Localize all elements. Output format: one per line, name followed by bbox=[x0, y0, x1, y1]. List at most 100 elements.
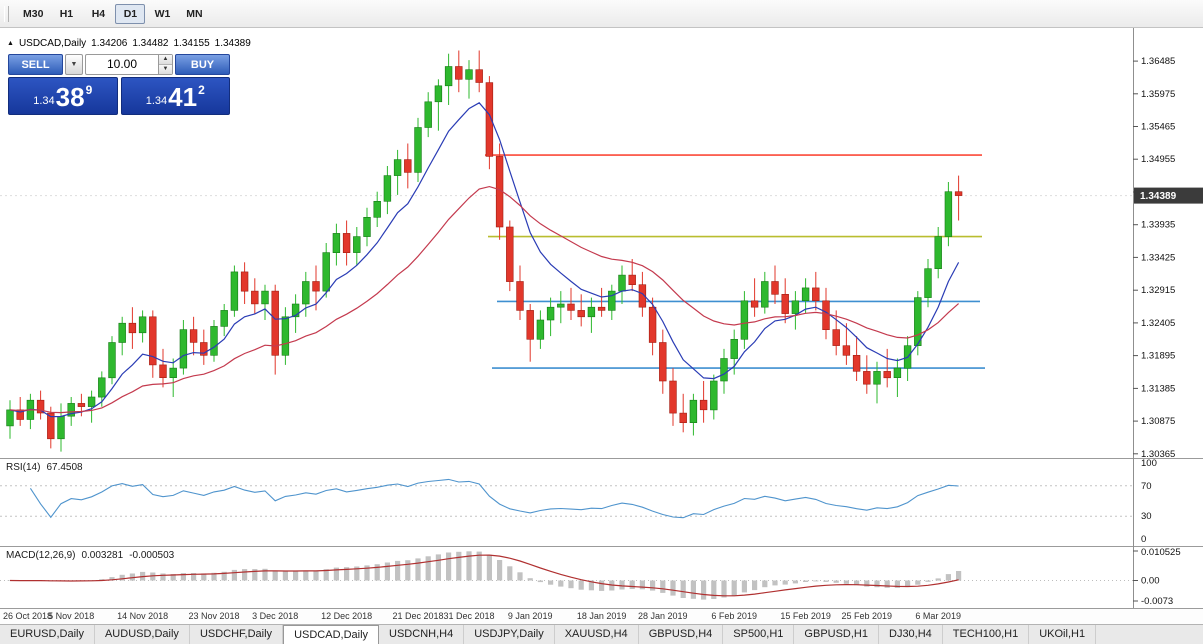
date-label: 26 Oct 2018 bbox=[3, 611, 53, 621]
svg-text:1.33425: 1.33425 bbox=[1141, 252, 1175, 263]
svg-text:1.34389: 1.34389 bbox=[1140, 191, 1177, 202]
svg-text:1.33935: 1.33935 bbox=[1141, 220, 1175, 231]
svg-text:1.31895: 1.31895 bbox=[1141, 351, 1175, 362]
date-label: 18 Jan 2019 bbox=[576, 611, 627, 621]
svg-text:0.010525: 0.010525 bbox=[1141, 547, 1181, 558]
bid-pipette: 9 bbox=[85, 83, 93, 97]
rsi-value: 67.4508 bbox=[46, 462, 83, 473]
timeframe-button-d1[interactable]: D1 bbox=[115, 3, 146, 24]
date-label: 12 Dec 2018 bbox=[321, 611, 373, 621]
date-label: 21 Dec 2018 bbox=[392, 611, 444, 621]
quote-row: 1.34 38 9 1.34 41 2 bbox=[8, 77, 230, 115]
tab-gbpusd-h1[interactable]: GBPUSD,H1 bbox=[794, 625, 879, 644]
chevron-down-icon: ▼ bbox=[70, 61, 78, 68]
timeframe-toolbar: M30 H1 H4 D1 W1 MN bbox=[0, 0, 1203, 28]
tab-audusd-daily[interactable]: AUDUSD,Daily bbox=[95, 625, 190, 644]
svg-text:0.00: 0.00 bbox=[1141, 576, 1160, 587]
date-label: 5 Nov 2018 bbox=[48, 611, 95, 621]
svg-text:1.31385: 1.31385 bbox=[1141, 383, 1175, 394]
toolbar-grip-icon bbox=[4, 5, 9, 22]
svg-text:1.30365: 1.30365 bbox=[1141, 449, 1175, 458]
bid-price-display[interactable]: 1.34 38 9 bbox=[8, 77, 118, 115]
close-value: 1.34389 bbox=[214, 38, 251, 49]
svg-text:100: 100 bbox=[1141, 458, 1157, 469]
trade-controls-row: SELL ▼ 10.00 ▲ ▼ BUY bbox=[8, 54, 230, 75]
timeframe-button-h4[interactable]: H4 bbox=[83, 4, 113, 24]
svg-text:1.35465: 1.35465 bbox=[1141, 122, 1175, 133]
sell-button[interactable]: SELL bbox=[8, 54, 63, 75]
macd-main-value: 0.003281 bbox=[81, 550, 124, 561]
timeframe-button-group: M30 H1 H4 D1 W1 MN bbox=[16, 3, 210, 24]
svg-text:70: 70 bbox=[1141, 481, 1152, 492]
date-label: 9 Jan 2019 bbox=[507, 611, 553, 621]
svg-text:0: 0 bbox=[1141, 534, 1146, 545]
timeframe-button-h1[interactable]: H1 bbox=[51, 4, 81, 24]
volume-spinner: ▲ ▼ bbox=[158, 55, 172, 74]
rsi-title: RSI(14) bbox=[6, 462, 41, 473]
symbol-label: USDCAD,Daily bbox=[18, 38, 87, 49]
date-label: 15 Feb 2019 bbox=[780, 611, 831, 621]
date-label: 31 Dec 2018 bbox=[443, 611, 495, 621]
macd-plot[interactable]: 0.010525 0.00 -0.0073 bbox=[0, 546, 1203, 608]
macd-panel[interactable]: 0.010525 0.00 -0.0073 MACD(12,26,9) 0.0032… bbox=[0, 546, 1203, 608]
svg-text:1.32915: 1.32915 bbox=[1141, 285, 1175, 296]
volume-field[interactable]: 10.00 ▲ ▼ bbox=[85, 54, 173, 75]
time-axis[interactable]: 26 Oct 2018 5 Nov 2018 14 Nov 2018 23 Nov 2… bbox=[0, 608, 1203, 624]
open-value: 1.34206 bbox=[91, 38, 128, 49]
ask-price-display[interactable]: 1.34 41 2 bbox=[120, 77, 230, 115]
volume-decrease-button[interactable]: ▼ bbox=[159, 65, 172, 74]
date-label: 6 Mar 2019 bbox=[915, 611, 961, 621]
tab-usdcnh-h4[interactable]: USDCNH,H4 bbox=[379, 625, 465, 644]
svg-text:1.32405: 1.32405 bbox=[1141, 318, 1175, 329]
price-chart-panel[interactable]: 1.364851.359751.354651.349551.344451.339… bbox=[0, 28, 1203, 458]
chart-tabs: EURUSD,Daily AUDUSD,Daily USDCHF,Daily USDC… bbox=[0, 625, 1097, 644]
date-label: 14 Nov 2018 bbox=[117, 611, 169, 621]
svg-text:1.35975: 1.35975 bbox=[1141, 89, 1175, 100]
volume-increase-button[interactable]: ▲ bbox=[159, 55, 172, 65]
macd-indicator-label: MACD(12,26,9) 0.003281 -0.000503 bbox=[6, 550, 174, 561]
one-click-trading-panel: SELL ▼ 10.00 ▲ ▼ BUY 1.34 38 9 bbox=[8, 54, 230, 115]
tab-xauusd-h4[interactable]: XAUUSD,H4 bbox=[555, 625, 639, 644]
date-label: 23 Nov 2018 bbox=[188, 611, 240, 621]
tab-ukoil-h1[interactable]: UKOil,H1 bbox=[1029, 625, 1097, 644]
macd-signal-value: -0.000503 bbox=[129, 550, 175, 561]
chart-tabs-bar: EURUSD,Daily AUDUSD,Daily USDCHF,Daily USDC… bbox=[0, 624, 1203, 644]
tab-usdcad-daily[interactable]: USDCAD,Daily bbox=[283, 625, 380, 644]
low-value: 1.34155 bbox=[173, 38, 210, 49]
rsi-plot[interactable]: 100 70 30 0 bbox=[0, 458, 1203, 546]
svg-text:30: 30 bbox=[1141, 511, 1152, 522]
tab-usdchf-daily[interactable]: USDCHF,Daily bbox=[190, 625, 284, 644]
ask-prefix: 1.34 bbox=[145, 95, 168, 107]
timeframe-button-w1[interactable]: W1 bbox=[147, 4, 177, 24]
date-label: 28 Jan 2019 bbox=[638, 611, 688, 621]
date-label: 25 Feb 2019 bbox=[841, 611, 893, 621]
rsi-indicator-label: RSI(14) 67.4508 bbox=[6, 462, 83, 473]
svg-text:1.34955: 1.34955 bbox=[1141, 154, 1175, 165]
tab-gbpusd-h4[interactable]: GBPUSD,H4 bbox=[639, 625, 724, 644]
rsi-panel[interactable]: 100 70 30 0 RSI(14) 67.4508 bbox=[0, 458, 1203, 546]
svg-text:-0.0073: -0.0073 bbox=[1141, 596, 1173, 607]
tab-eurusd-daily[interactable]: EURUSD,Daily bbox=[0, 625, 95, 644]
candlestick-chart[interactable]: 1.364851.359751.354651.349551.344451.339… bbox=[0, 28, 1203, 458]
chart-ohlc-header: ▲ USDCAD,Daily 1.34206 1.34482 1.34155 1… bbox=[7, 38, 251, 49]
tab-usdjpy-daily[interactable]: USDJPY,Daily bbox=[464, 625, 555, 644]
bid-prefix: 1.34 bbox=[33, 95, 55, 107]
ask-pipette: 2 bbox=[198, 83, 205, 97]
date-label: 3 Dec 2018 bbox=[252, 611, 299, 621]
high-value: 1.34482 bbox=[132, 38, 169, 49]
tab-dj30-h4[interactable]: DJ30,H4 bbox=[879, 625, 943, 644]
svg-text:1.30875: 1.30875 bbox=[1141, 416, 1175, 427]
tab-tech100-h1[interactable]: TECH100,H1 bbox=[943, 625, 1030, 644]
volume-dropdown-button[interactable]: ▼ bbox=[65, 54, 83, 75]
date-label: 6 Feb 2019 bbox=[711, 611, 757, 621]
bid-big-digits: 38 bbox=[55, 82, 85, 112]
volume-value[interactable]: 10.00 bbox=[106, 57, 138, 71]
svg-text:1.36485: 1.36485 bbox=[1141, 56, 1175, 67]
tab-sp500-h1[interactable]: SP500,H1 bbox=[723, 625, 795, 644]
timeframe-button-m30[interactable]: M30 bbox=[17, 4, 49, 24]
buy-button[interactable]: BUY bbox=[175, 54, 230, 75]
timeframe-button-mn[interactable]: MN bbox=[179, 4, 209, 24]
ask-big-digits: 41 bbox=[168, 82, 198, 112]
up-triangle-icon: ▲ bbox=[7, 40, 14, 47]
